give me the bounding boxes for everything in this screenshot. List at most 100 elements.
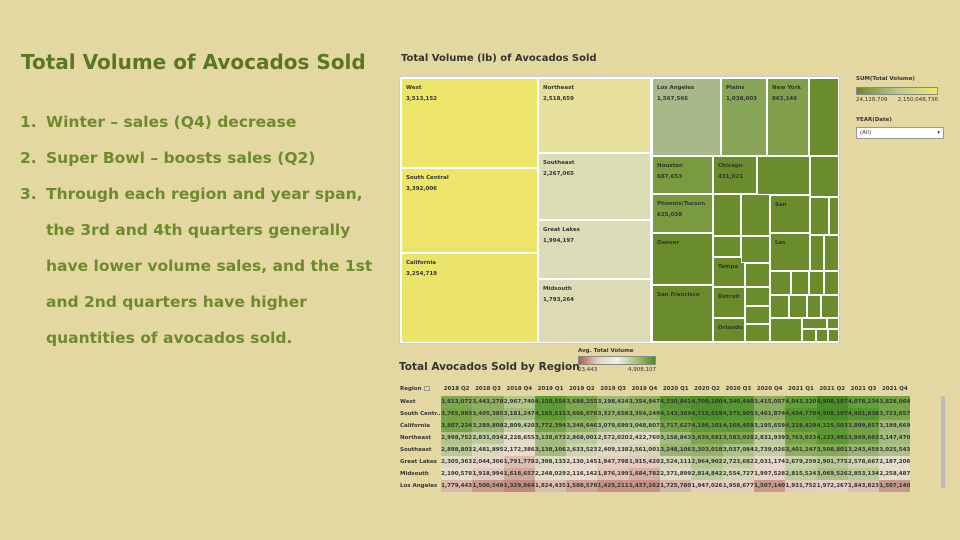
heatmap-cell[interactable]: 4,908,107 — [816, 396, 848, 408]
column-header[interactable]: 2021 Q4 — [881, 386, 908, 392]
treemap-chart[interactable]: West 3,513,152 South Central 3,392,006 Calif… — [399, 76, 840, 344]
heatmap-cell[interactable]: 3,348,646 — [566, 420, 598, 432]
heatmap-cell[interactable]: 3,248,106 — [660, 444, 692, 456]
heatmap-cell[interactable]: 3,688,255 — [566, 396, 598, 408]
heatmap-cell[interactable]: 1,588,578 — [566, 480, 598, 492]
treemap-cell[interactable] — [770, 295, 789, 318]
heatmap-cell[interactable]: 2,524,111 — [660, 456, 692, 468]
heatmap-cell[interactable]: 2,409,138 — [597, 444, 629, 456]
heatmap-cell[interactable]: 3,069,526 — [816, 468, 848, 480]
treemap-cell[interactable]: Los Angeles 1,567,566 — [652, 78, 721, 156]
heatmap-cell[interactable]: 2,190,578 — [441, 468, 473, 480]
heatmap-cell[interactable]: 4,908,107 — [816, 408, 848, 420]
treemap-cell[interactable] — [741, 194, 770, 236]
column-header[interactable]: 2018 Q2 — [443, 386, 470, 392]
heatmap-cell[interactable]: 1,507,140 — [753, 480, 786, 492]
heatmap-cell[interactable]: 3,405,385 — [472, 408, 504, 420]
treemap-cell[interactable] — [713, 236, 741, 257]
heatmap-cell[interactable]: 3,807,224 — [441, 420, 473, 432]
heatmap-cell[interactable]: 1,507,140 — [879, 480, 911, 492]
heatmap-cell[interactable]: 3,508,801 — [816, 444, 848, 456]
treemap-cell[interactable]: California 3,254,719 — [401, 253, 538, 343]
heatmap-cell[interactable]: 2,831,034 — [472, 432, 504, 444]
heatmap-cell[interactable]: 4,434,778 — [785, 408, 817, 420]
heatmap-cell[interactable]: 3,181,247 — [503, 408, 535, 420]
treemap-cell[interactable] — [829, 197, 839, 235]
heatmap-cell[interactable]: 3,199,669 — [879, 420, 911, 432]
column-header[interactable]: 2020 Q4 — [756, 386, 783, 392]
heatmap-cell[interactable]: 2,044,306 — [472, 456, 504, 468]
heatmap-scrollbar[interactable] — [941, 396, 945, 488]
treemap-cell[interactable] — [745, 306, 770, 324]
heatmap-cell[interactable]: 2,967,740 — [503, 396, 535, 408]
heatmap-cell[interactable]: 3,772,394 — [534, 420, 567, 432]
heatmap-cell[interactable]: 2,248,029 — [534, 468, 567, 480]
heatmap-cell[interactable]: 3,354,249 — [628, 408, 661, 420]
column-header[interactable]: 2019 Q3 — [600, 386, 626, 392]
heatmap-cell[interactable]: 3,289,808 — [472, 420, 504, 432]
heatmap-cell[interactable]: 3,828,064 — [879, 396, 911, 408]
heatmap-cell[interactable]: 1,918,994 — [472, 468, 504, 480]
heatmap-cell[interactable]: 4,043,320 — [785, 396, 817, 408]
treemap-cell[interactable]: Southeast 2,267,065 — [538, 153, 651, 220]
treemap-cell[interactable] — [807, 295, 821, 318]
heatmap-cell[interactable]: 2,831,939 — [753, 432, 786, 444]
heatmap-cell[interactable]: 1,972,267 — [816, 480, 848, 492]
treemap-cell[interactable] — [816, 329, 828, 342]
heatmap-cell[interactable]: 3,147,470 — [879, 432, 911, 444]
heatmap-cell[interactable]: 2,853,134 — [847, 468, 880, 480]
heatmap-cell[interactable]: 4,223,491 — [816, 432, 848, 444]
heatmap-cell[interactable]: 3,899,857 — [847, 420, 880, 432]
year-filter-dropdown[interactable]: (All) ▾ — [856, 127, 944, 139]
treemap-cell[interactable]: Orlando — [713, 318, 745, 342]
heatmap-cell[interactable]: 1,779,443 — [441, 480, 473, 492]
treemap-cell[interactable]: New York 863,146 — [767, 78, 809, 156]
heatmap-cell[interactable]: 4,168,459 — [722, 420, 754, 432]
heatmap-cell[interactable]: 2,633,523 — [566, 444, 598, 456]
heatmap-cell[interactable]: 1,500,549 — [472, 480, 504, 492]
heatmap-cell[interactable]: 3,849,603 — [847, 432, 880, 444]
heatmap-cell[interactable]: 3,037,084 — [722, 444, 754, 456]
heatmap-cell[interactable]: 2,305,363 — [441, 456, 473, 468]
treemap-cell[interactable] — [827, 318, 839, 329]
heatmap-cell[interactable]: 1,725,780 — [660, 480, 692, 492]
treemap-cell[interactable] — [745, 263, 770, 287]
heatmap-cell[interactable]: 2,679,259 — [785, 456, 817, 468]
treemap-cell[interactable]: Plains 1,038,003 — [721, 78, 767, 156]
treemap-cell[interactable]: Detroit — [713, 287, 745, 318]
treemap-cell[interactable]: Denver — [652, 233, 713, 285]
heatmap-cell[interactable]: 2,723,682 — [722, 456, 754, 468]
heatmap-cell[interactable]: 2,228,655 — [503, 432, 535, 444]
heatmap-cell[interactable]: 2,554,727 — [722, 468, 754, 480]
heatmap-cell[interactable]: 3,443,278 — [472, 396, 504, 408]
treemap-cell[interactable] — [802, 318, 827, 329]
heatmap-cell[interactable]: 1,618,657 — [503, 468, 535, 480]
heatmap-cell[interactable]: 3,717,627 — [660, 420, 692, 432]
treemap-cell[interactable]: Tampa — [713, 257, 745, 287]
heatmap-cell[interactable]: 1,876,199 — [597, 468, 629, 480]
heatmap-cell[interactable]: 1,997,528 — [753, 468, 786, 480]
heatmap-cell[interactable]: 2,031,174 — [753, 456, 786, 468]
heatmap-cell[interactable]: 3,583,028 — [722, 432, 754, 444]
treemap-cell[interactable]: Phoenix/Tucson 625,038 — [652, 194, 713, 233]
heatmap-cell[interactable]: 4,078,234 — [847, 396, 880, 408]
heatmap-cell[interactable]: 1,947,026 — [691, 480, 723, 492]
column-header[interactable]: 2019 Q1 — [537, 386, 564, 392]
heatmap-cell[interactable]: 1,329,864 — [503, 480, 535, 492]
heatmap-cell[interactable]: 2,481,895 — [472, 444, 504, 456]
treemap-cell[interactable] — [791, 271, 809, 295]
heatmap-cell[interactable]: 1,437,262 — [628, 480, 661, 492]
heatmap-cell[interactable]: 3,613,072 — [441, 396, 473, 408]
treemap-cell[interactable] — [745, 287, 770, 306]
treemap-cell[interactable] — [824, 235, 839, 271]
heatmap-cell[interactable]: 2,998,752 — [441, 432, 473, 444]
column-header[interactable]: 2019 Q4 — [631, 386, 658, 392]
treemap-cell[interactable]: San Francisco — [652, 285, 713, 342]
heatmap-cell[interactable]: 4,715,619 — [691, 408, 723, 420]
heatmap-cell[interactable]: 4,401,838 — [847, 408, 880, 420]
treemap-cell[interactable]: Great Lakes 1,994,197 — [538, 220, 651, 279]
heatmap-cell[interactable]: 2,814,842 — [691, 468, 723, 480]
column-header[interactable]: 2020 Q1 — [662, 386, 689, 392]
treemap-cell[interactable]: Houston 687,653 — [652, 156, 713, 194]
heatmap-cell[interactable]: 3,630,681 — [691, 432, 723, 444]
